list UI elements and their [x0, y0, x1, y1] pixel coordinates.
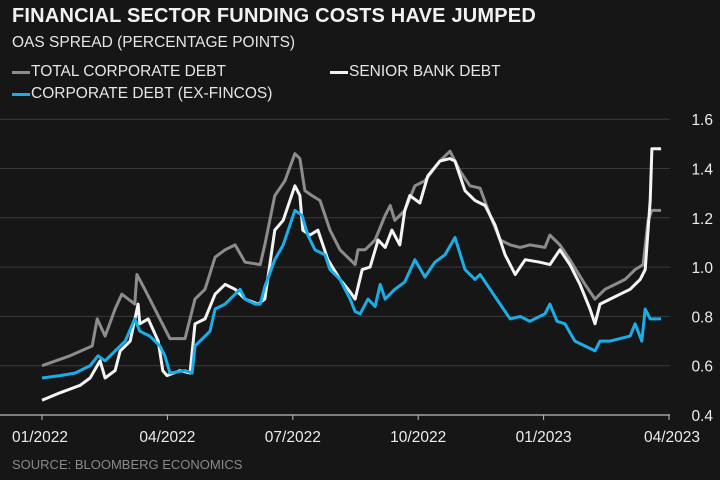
source-note: SOURCE: BLOOMBERG ECONOMICS	[12, 457, 243, 472]
x-tick-label: 04/2023	[644, 429, 700, 446]
y-tick-label: 0.6	[691, 359, 713, 376]
legend-label: TOTAL CORPORATE DEBT	[31, 63, 226, 80]
y-tick-label: 0.8	[691, 309, 713, 326]
x-tick-label: 07/2022	[265, 429, 321, 446]
chart-subtitle: OAS SPREAD (PERCENTAGE POINTS)	[12, 34, 296, 51]
legend-label: CORPORATE DEBT (EX-FINCOS)	[31, 85, 273, 102]
y-tick-label: 1.4	[691, 162, 713, 179]
series-line-senior-bank-debt	[41, 147, 656, 402]
chart-title: FINANCIAL SECTOR FUNDING COSTS HAVE JUMP…	[12, 5, 536, 27]
y-tick-label: 1.2	[691, 211, 713, 228]
legend-label: SENIOR BANK DEBT	[349, 63, 501, 80]
legend-swatch-gray	[12, 70, 30, 74]
legend-item-senior-bank-debt: SENIOR BANK DEBT	[330, 63, 501, 81]
legend-item-corporate-debt-ex-fincos: CORPORATE DEBT (EX-FINCOS)	[12, 85, 272, 103]
x-tick-label: 01/2023	[516, 429, 572, 446]
x-tick-label: 01/2022	[12, 429, 68, 446]
series-line-corporate-debt-ex-fincos	[41, 208, 656, 380]
x-tick-label: 10/2022	[390, 429, 446, 446]
series-line-total-corporate-debt	[41, 149, 656, 368]
legend-swatch-blue	[12, 92, 30, 96]
x-tick-label: 04/2022	[139, 429, 195, 446]
legend-swatch-white	[330, 70, 348, 74]
y-tick-label: 1.0	[691, 260, 713, 277]
y-tick-label: 0.4	[691, 408, 713, 425]
y-tick-label: 1.6	[691, 112, 713, 129]
legend-item-total-corporate-debt: TOTAL CORPORATE DEBT	[12, 63, 226, 81]
